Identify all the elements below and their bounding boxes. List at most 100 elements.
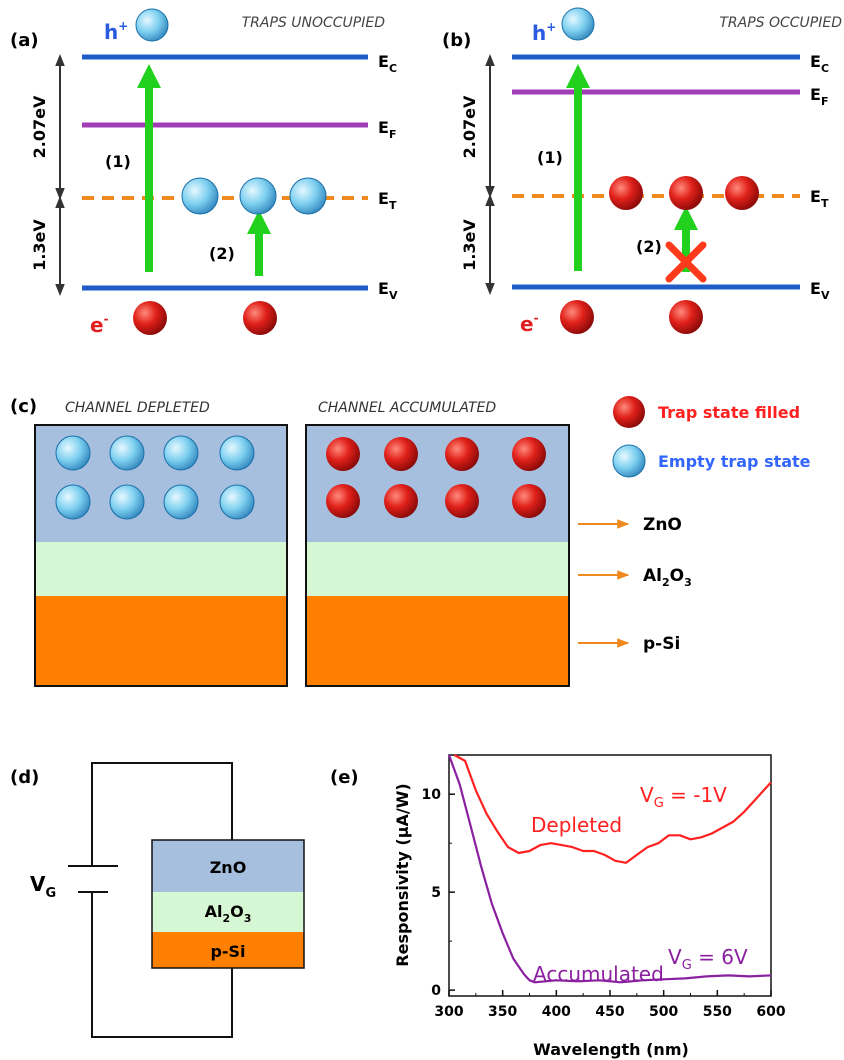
gap-lower-label-b: 1.3eV xyxy=(460,219,479,271)
filled-trap-sphere xyxy=(445,484,479,518)
hole-sphere-b xyxy=(561,7,595,41)
empty-trap-sphere xyxy=(239,177,277,215)
x-tick-label: 550 xyxy=(703,1004,732,1020)
filled-trap-sphere xyxy=(512,484,546,518)
empty-trap-sphere xyxy=(219,484,255,520)
panel-b-title: TRAPS OCCUPIED xyxy=(719,15,842,31)
ec-label-a: EC xyxy=(378,52,397,75)
gate-voltage-label: VG xyxy=(30,872,56,901)
empty-trap-sphere xyxy=(55,435,91,471)
panel-c: (c) CHANNEL DEPLETED CHANNEL ACCUMULATED xyxy=(10,396,811,687)
series-lines xyxy=(447,754,772,984)
electron-sphere-a xyxy=(133,301,167,335)
empty-trap-sphere xyxy=(181,177,219,215)
transition-1-label-b: (1) xyxy=(537,148,563,167)
ef-label-a: EF xyxy=(378,118,396,141)
et-label-b: ET xyxy=(810,187,829,210)
empty-trap-sphere xyxy=(219,435,255,471)
al2o3-layer-label-d: Al2O3 xyxy=(205,902,252,925)
accumulated-curve xyxy=(447,754,772,984)
filled-trap-sphere xyxy=(725,176,759,210)
axis-ticks: 300 350 400 450 500 550 600 0 5 10 xyxy=(422,787,786,1020)
y-tick-label: 5 xyxy=(431,885,441,901)
hole-sphere-a xyxy=(135,8,169,42)
accumulated-vg-annotation: VG = 6V xyxy=(668,945,748,973)
transition-2-label-b: (2) xyxy=(636,237,662,256)
filled-trap-grid xyxy=(326,437,546,518)
al2o3-layer-label: Al2O3 xyxy=(643,566,692,589)
gap-upper-label-a: 2.07eV xyxy=(30,95,49,158)
electron-sphere-b xyxy=(669,300,703,334)
zno-layer-label: ZnO xyxy=(643,515,682,535)
electron-sphere-b xyxy=(560,300,594,334)
plot-area xyxy=(448,754,772,997)
legend-empty-icon xyxy=(612,444,646,478)
filled-trap-sphere xyxy=(609,176,643,210)
channel-depleted-title: CHANNEL DEPLETED xyxy=(65,400,210,416)
legend-filled-label: Trap state filled xyxy=(658,403,800,422)
panel-a-tag: (a) xyxy=(10,30,39,51)
panel-d: (d) VG ZnO Al2O3 p-Si xyxy=(10,762,305,1038)
empty-trap-sphere xyxy=(289,177,327,215)
depleted-vg-annotation: VG = -1V xyxy=(640,783,727,811)
y-tick-label: 0 xyxy=(431,983,441,999)
ef-label-b: EF xyxy=(810,85,828,108)
y-tick-label: 10 xyxy=(422,787,442,803)
responsivity-chart: (e) 300 350 400 450 500 550 600 0 5 10 Wavelength… xyxy=(330,754,786,1059)
device-stack-depleted xyxy=(34,424,288,687)
filled-trap-sphere xyxy=(512,437,546,471)
electron-label-a: e- xyxy=(90,312,109,337)
panel-a: (a) TRAPS UNOCCUPIED 2.07eV 1.3eV (1) (2… xyxy=(10,8,398,337)
legend-empty-label: Empty trap state xyxy=(658,452,811,471)
device-stack-d xyxy=(151,839,305,969)
ev-label-b: EV xyxy=(810,279,830,302)
hole-label-a: h+ xyxy=(104,19,128,44)
gap-lower-label-a: 1.3eV xyxy=(30,219,49,271)
legend-filled-icon xyxy=(613,396,645,428)
psi-layer-label: p-Si xyxy=(643,634,680,654)
panel-b-tag: (b) xyxy=(442,30,471,51)
empty-trap-sphere xyxy=(109,435,145,471)
electron-label-b: e- xyxy=(520,311,539,336)
y-axis-label: Responsivity (μA/W) xyxy=(393,783,412,966)
gap-upper-label-b: 2.07eV xyxy=(460,95,479,158)
transition-2-label-a: (2) xyxy=(209,244,235,263)
filled-trap-sphere xyxy=(384,437,418,471)
blocked-x-icon xyxy=(665,241,707,283)
filled-trap-sphere xyxy=(445,437,479,471)
filled-trap-sphere xyxy=(384,484,418,518)
panel-c-tag: (c) xyxy=(10,396,37,417)
panel-a-title: TRAPS UNOCCUPIED xyxy=(242,15,386,31)
ec-label-b: EC xyxy=(810,52,829,75)
empty-trap-grid xyxy=(55,435,255,520)
panel-e-tag: (e) xyxy=(330,767,359,788)
accumulated-series-label: Accumulated xyxy=(533,962,664,986)
empty-trap-sphere xyxy=(163,435,199,471)
circuit-wires xyxy=(68,762,233,1038)
ev-label-a: EV xyxy=(378,279,398,302)
zno-layer-label-d: ZnO xyxy=(210,858,247,877)
channel-accumulated-title: CHANNEL ACCUMULATED xyxy=(318,400,496,416)
electron-sphere-a xyxy=(243,301,277,335)
transition-1-label-a: (1) xyxy=(105,152,131,171)
panel-d-tag: (d) xyxy=(10,767,39,788)
filled-trap-sphere xyxy=(326,437,360,471)
empty-trap-sphere xyxy=(55,484,91,520)
filled-trap-sphere xyxy=(669,176,703,210)
x-tick-label: 500 xyxy=(649,1004,678,1020)
x-tick-label: 350 xyxy=(488,1004,517,1020)
depleted-series-label: Depleted xyxy=(531,813,622,837)
x-axis-label: Wavelength (nm) xyxy=(533,1040,689,1059)
x-tick-label: 400 xyxy=(542,1004,571,1020)
panel-b: (b) TRAPS OCCUPIED 2.07eV 1.3eV (1) (2) … xyxy=(442,7,842,336)
filled-trap-sphere xyxy=(326,484,360,518)
x-tick-label: 300 xyxy=(434,1004,463,1020)
psi-layer-label-d: p-Si xyxy=(210,942,245,961)
x-tick-label: 450 xyxy=(595,1004,624,1020)
x-tick-label: 600 xyxy=(756,1004,785,1020)
depleted-curve xyxy=(453,754,772,864)
empty-trap-sphere xyxy=(163,484,199,520)
empty-trap-sphere xyxy=(109,484,145,520)
et-label-a: ET xyxy=(378,189,397,212)
